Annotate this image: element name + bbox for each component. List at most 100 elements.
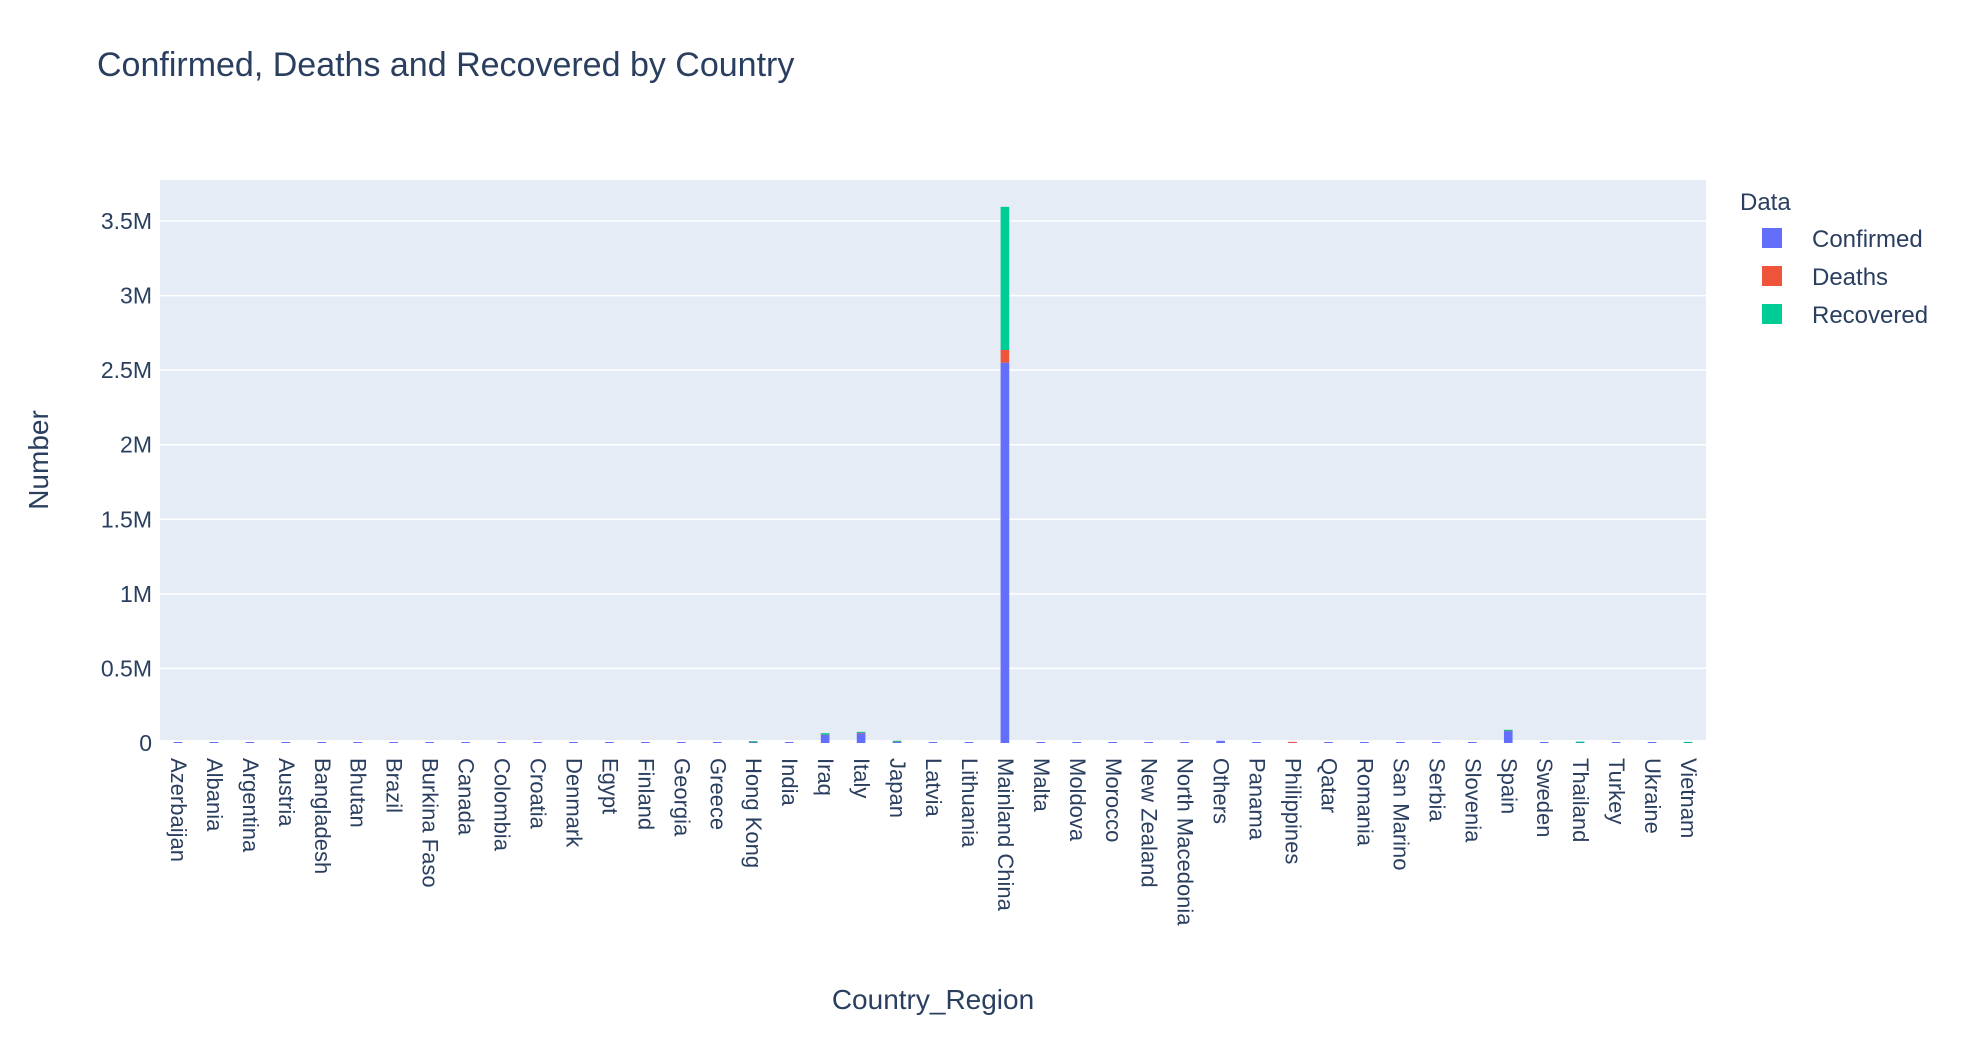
bar-recovered-italy[interactable]	[856, 731, 866, 733]
x-tick-label: Qatar	[1316, 758, 1341, 813]
bar-confirmed-slovenia[interactable]	[1467, 742, 1477, 743]
legend-swatch-recovered[interactable]	[1762, 304, 1782, 324]
x-axis-ticks: Azerbaijan Albania Argentina Austria Banglad…	[166, 758, 1701, 926]
bar-confirmed-italy[interactable]	[856, 733, 866, 743]
legend-swatch-confirmed[interactable]	[1762, 228, 1782, 248]
legend-label-recovered[interactable]: Recovered	[1812, 302, 1928, 329]
bar-confirmed-romania[interactable]	[1360, 742, 1369, 743]
x-tick-label: North Macedonia	[1173, 758, 1198, 926]
x-tick-label: Latvia	[921, 758, 946, 817]
x-tick-label: Philippines	[1281, 758, 1306, 864]
bar-confirmed-bangladesh[interactable]	[317, 742, 327, 743]
x-tick-label: Spain	[1496, 758, 1521, 814]
bar-confirmed-morocco[interactable]	[1108, 742, 1118, 743]
bar-confirmed-azerbaijan[interactable]	[173, 742, 183, 743]
bar-confirmed-finland[interactable]	[641, 742, 650, 743]
bar-confirmed-new-zealand[interactable]	[1144, 742, 1154, 743]
y-tick-label: 0.5M	[101, 655, 152, 681]
y-tick-label: 1M	[120, 581, 152, 607]
legend-label-deaths[interactable]: Deaths	[1812, 264, 1888, 291]
x-tick-label: Brazil	[382, 758, 407, 813]
bar-recovered-mainland-china[interactable]	[1000, 206, 1010, 351]
bar-confirmed-denmark[interactable]	[569, 742, 578, 743]
bar-confirmed-burkina-faso[interactable]	[425, 742, 434, 743]
x-tick-label: Azerbaijan	[166, 758, 191, 862]
x-tick-label: Serbia	[1424, 758, 1449, 822]
bar-confirmed-india[interactable]	[784, 742, 794, 743]
bar-confirmed-others[interactable]	[1216, 740, 1225, 743]
legend-label-confirmed[interactable]: Confirmed	[1812, 226, 1923, 253]
bar-confirmed-hong-kong[interactable]	[748, 742, 758, 743]
x-tick-label: Turkey	[1604, 758, 1629, 824]
bar-recovered-thailand[interactable]	[1575, 741, 1585, 743]
x-tick-label: Vietnam	[1676, 758, 1701, 838]
bar-confirmed-austria[interactable]	[281, 742, 291, 743]
bar-confirmed-lithuania[interactable]	[964, 742, 974, 743]
bar-confirmed-egypt[interactable]	[605, 742, 614, 743]
x-tick-label: Austria	[274, 758, 299, 827]
x-tick-label: Malta	[1029, 758, 1054, 813]
bar-confirmed-san-marino[interactable]	[1396, 742, 1405, 743]
x-tick-label: Mainland China	[993, 758, 1018, 912]
bar-confirmed-malta[interactable]	[1036, 742, 1046, 743]
x-tick-label: Japan	[885, 758, 910, 818]
x-tick-label: Others	[1209, 758, 1234, 824]
x-tick-label: Croatia	[526, 758, 551, 830]
y-axis-ticks: 0 0.5M 1M 1.5M 2M 2.5M 3M 3.5M	[101, 208, 152, 756]
bar-confirmed-latvia[interactable]	[928, 742, 938, 743]
x-tick-label: Denmark	[561, 758, 586, 848]
x-tick-label: Lithuania	[957, 758, 982, 848]
y-tick-label: 2M	[120, 432, 152, 458]
bar-confirmed-sweden[interactable]	[1539, 742, 1549, 743]
x-tick-label: Egypt	[597, 758, 622, 814]
legend-swatch-deaths[interactable]	[1762, 266, 1782, 286]
x-tick-label: San Marino	[1388, 758, 1413, 871]
bar-confirmed-ukraine[interactable]	[1647, 742, 1657, 743]
gridlines	[160, 220, 1706, 670]
bar-confirmed-qatar[interactable]	[1324, 742, 1333, 743]
y-tick-label: 3.5M	[101, 208, 152, 234]
legend-title: Data	[1740, 189, 1791, 216]
bar-confirmed-turkey[interactable]	[1611, 742, 1621, 743]
bar-confirmed-brazil[interactable]	[389, 742, 399, 743]
x-tick-label: Panama	[1245, 758, 1270, 841]
bar-confirmed-croatia[interactable]	[533, 742, 542, 743]
bar-confirmed-georgia[interactable]	[677, 742, 686, 743]
bar-recovered-hong-kong[interactable]	[748, 741, 758, 743]
x-tick-label: Albania	[202, 758, 227, 832]
bar-confirmed-argentina[interactable]	[245, 742, 255, 743]
bar-confirmed-spain[interactable]	[1503, 731, 1513, 743]
legend: Data Confirmed Deaths Recovered	[1740, 189, 1928, 329]
bar-confirmed-iraq[interactable]	[820, 734, 830, 743]
bar-confirmed-mainland-china[interactable]	[1000, 362, 1010, 743]
bar-confirmed-panama[interactable]	[1252, 742, 1261, 743]
bar-recovered-iraq[interactable]	[820, 733, 830, 735]
x-tick-label: Bhutan	[346, 758, 371, 828]
bar-confirmed-greece[interactable]	[712, 742, 722, 743]
x-tick-label: Hong Kong	[741, 758, 766, 868]
bar-confirmed-colombia[interactable]	[497, 742, 506, 743]
x-tick-label: India	[777, 758, 802, 806]
bar-recovered-japan[interactable]	[892, 740, 902, 742]
y-axis-label: Number	[23, 410, 54, 510]
bar-recovered-vietnam[interactable]	[1683, 741, 1693, 743]
bar-confirmed-bhutan[interactable]	[353, 742, 363, 743]
x-axis-label: Country_Region	[832, 984, 1034, 1015]
x-tick-label: Iraq	[813, 758, 838, 796]
bar-confirmed-japan[interactable]	[892, 741, 902, 743]
bar-deaths-mainland-china[interactable]	[1000, 350, 1010, 363]
bar-confirmed-serbia[interactable]	[1432, 742, 1441, 743]
bar-confirmed-canada[interactable]	[461, 742, 470, 743]
x-tick-label: Slovenia	[1460, 758, 1485, 843]
bar-confirmed-north-macedonia[interactable]	[1180, 742, 1189, 743]
chart-title: Confirmed, Deaths and Recovered by Count…	[97, 46, 794, 84]
bar-confirmed-albania[interactable]	[209, 742, 219, 743]
x-tick-label: Romania	[1352, 758, 1377, 847]
x-tick-label: Colombia	[490, 758, 515, 852]
x-tick-label: Moldova	[1065, 758, 1090, 842]
bar-deaths-philippines[interactable]	[1288, 741, 1297, 743]
bar-confirmed-moldova[interactable]	[1072, 742, 1082, 743]
bar-recovered-spain[interactable]	[1503, 729, 1513, 731]
